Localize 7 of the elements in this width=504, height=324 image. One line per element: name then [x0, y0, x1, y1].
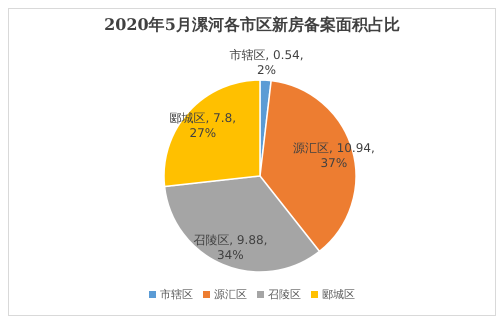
legend-label: 郾城区 — [321, 287, 355, 302]
data-label: 召陵区, 9.88, 34% — [193, 232, 268, 262]
chart-title: 2020年5月漯河各市区新房备案面积占比 — [103, 15, 401, 36]
legend-label: 召陵区 — [267, 287, 301, 302]
legend-label: 市辖区 — [159, 287, 193, 302]
legend-label: 源汇区 — [213, 287, 247, 302]
data-label: 市辖区, 0.54, 2% — [229, 48, 304, 78]
